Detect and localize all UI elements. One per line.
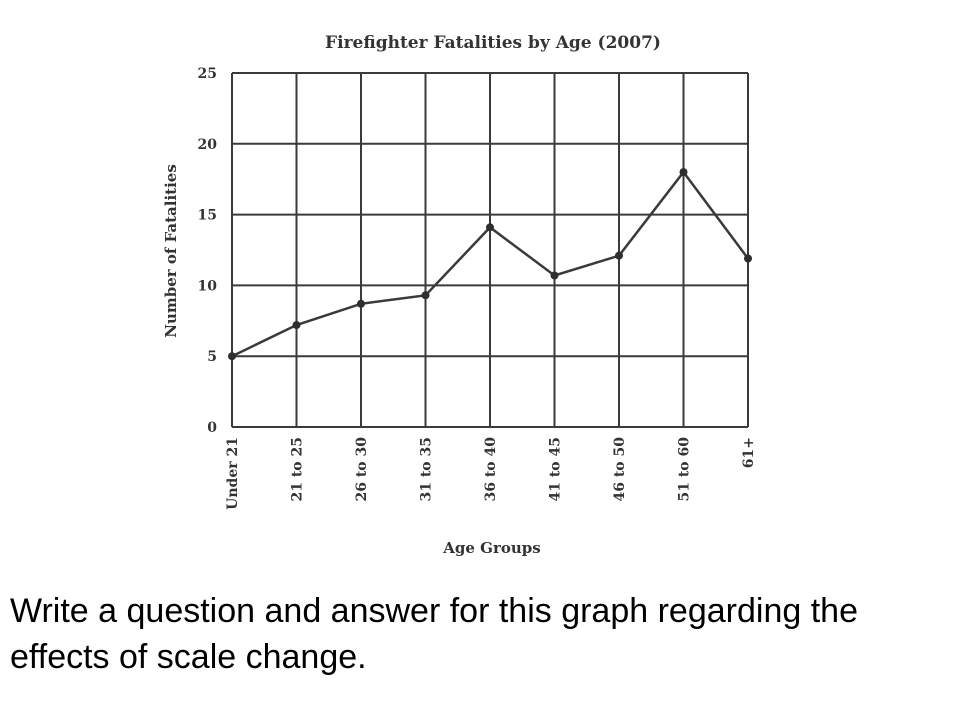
x-tick-label: 51 to 60 [677,437,693,502]
chart-title: Firefighter Fatalities by Age (2007) [325,33,661,53]
data-point [486,223,494,232]
y-axis-label: Number of Fatalities [162,164,180,338]
data-point [615,251,623,260]
y-tick-label: 5 [207,349,217,365]
y-tick-label: 15 [198,208,217,224]
chart-grid [231,72,749,428]
data-point [679,168,688,177]
data-point [228,352,236,361]
data-point [292,321,301,330]
line-chart: Firefighter Fatalities by Age (2007) 051… [162,33,757,557]
y-axis-ticks: 0 5 10 15 20 25 [198,66,218,436]
x-axis-ticks: Under 21 21 to 25 26 to 30 31 to 35 36 to 40… [225,437,757,510]
y-tick-label: 0 [207,420,217,436]
data-point [744,254,752,263]
x-tick-label: 46 to 50 [612,437,628,502]
data-point [550,271,559,280]
y-tick-label: 20 [198,137,218,153]
x-tick-label: Under 21 [225,437,241,510]
data-point [421,291,430,300]
x-tick-label: 26 to 30 [354,437,370,502]
y-tick-label: 10 [198,278,218,294]
x-tick-label: 31 to 35 [419,437,435,502]
data-point [357,299,365,308]
x-tick-label: 61+ [741,437,757,468]
x-tick-label: 36 to 40 [483,437,499,502]
x-axis-label: Age Groups [442,539,540,557]
y-tick-label: 25 [198,66,217,82]
x-tick-label: 21 to 25 [290,437,306,502]
data-series [228,168,752,361]
x-tick-label: 41 to 45 [548,437,564,502]
prompt-text: Write a question and answer for this gra… [10,592,858,676]
